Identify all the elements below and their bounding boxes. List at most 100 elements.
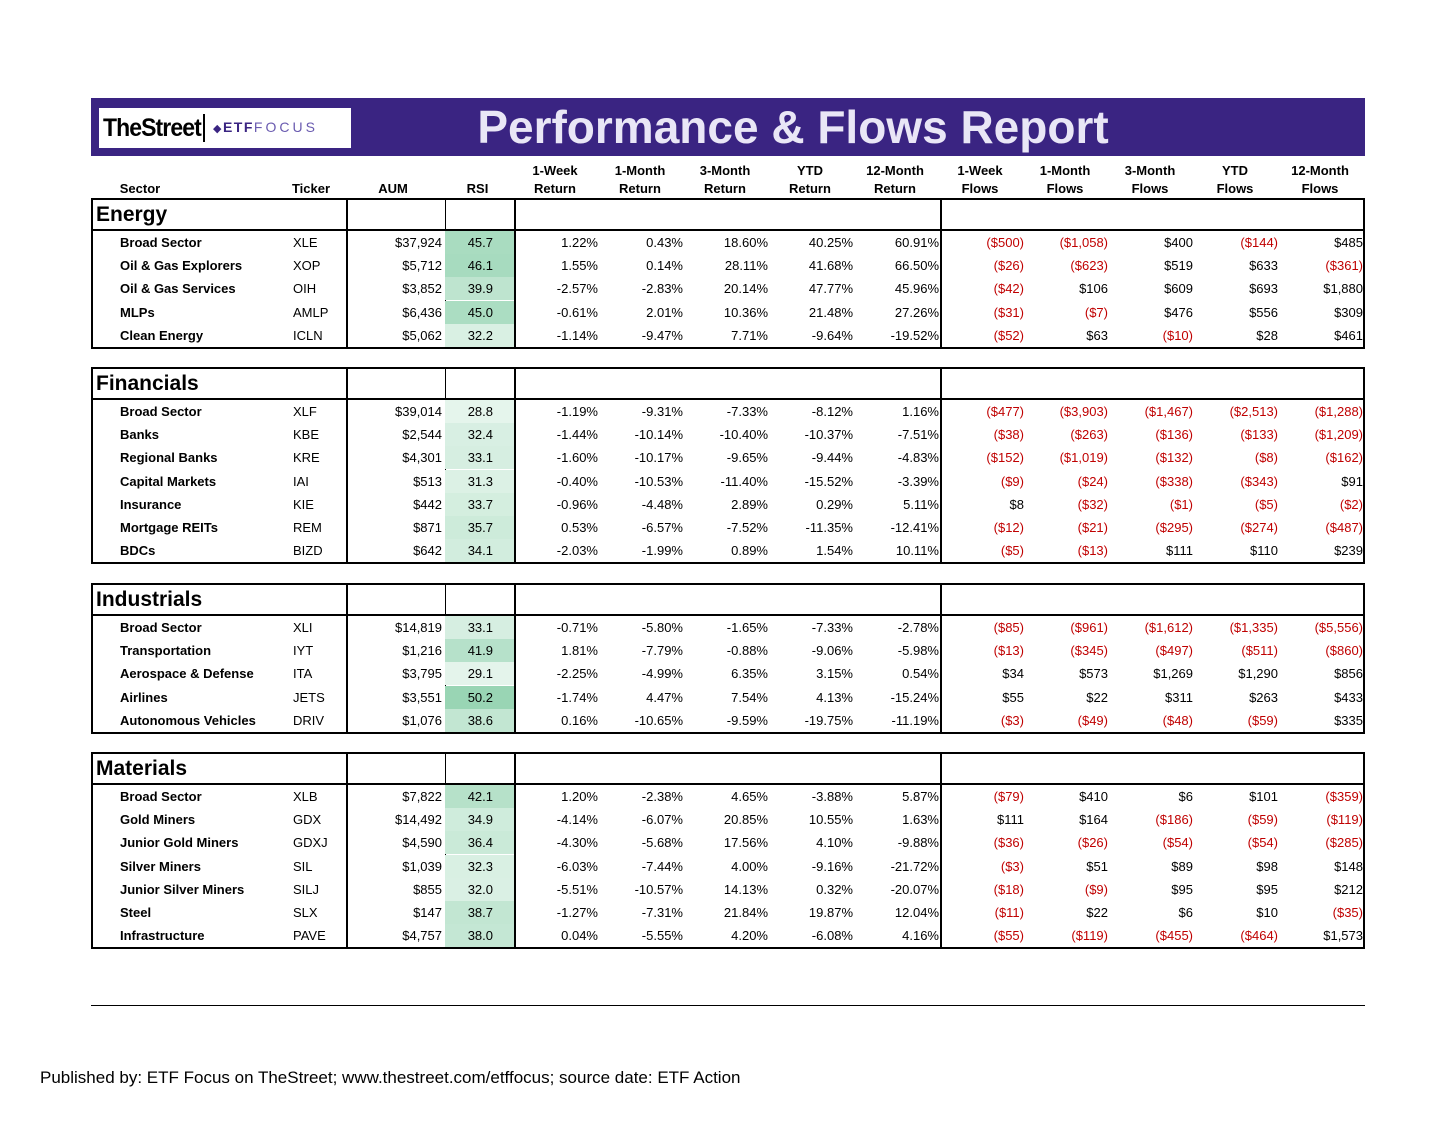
cell-flow: ($13) — [993, 643, 1024, 659]
section-title-row: Financials — [93, 369, 1363, 400]
cell-return: -1.74% — [556, 689, 598, 705]
cell-flow: ($285) — [1325, 835, 1363, 851]
cell-flow: ($1,335) — [1229, 620, 1278, 635]
table-row: Airlines JETS $3,551 50.2 -1.74% 4.47% 7.54% 4.… — [93, 685, 1363, 709]
cell-aum: $1,039 — [402, 858, 442, 874]
cell-return: -15.52% — [804, 473, 853, 489]
cell-flow: ($133) — [1240, 427, 1278, 443]
cell-return: -9.31% — [641, 404, 683, 419]
rsi-shading — [445, 254, 514, 278]
header-fytd-line: Flows — [1216, 181, 1254, 196]
cell-flow: ($48) — [1162, 712, 1193, 728]
cell-ticker: GDXJ — [293, 835, 328, 851]
cell-return: 4.00% — [731, 858, 768, 874]
table-row: Broad Sector XLB $7,822 42.1 1.20% -2.38% 4.65… — [93, 785, 1363, 808]
cell-flow: $6 — [1178, 905, 1193, 920]
header-fytd: YTD Flows — [1195, 160, 1275, 198]
cell-flow: ($24) — [1077, 473, 1108, 489]
rsi-shading — [445, 924, 514, 948]
cell-flow: ($85) — [993, 620, 1024, 635]
cell-flow: ($1,288) — [1314, 404, 1363, 419]
cell-sector: Oil & Gas Services — [120, 281, 236, 297]
cell-sector: Regional Banks — [120, 450, 218, 466]
thestreet-logo: TheStreet — [103, 113, 202, 142]
cell-flow: ($464) — [1240, 928, 1278, 944]
cell-sector: Insurance — [120, 496, 182, 512]
cell-flow: $110 — [1250, 543, 1278, 559]
column-divider — [940, 754, 942, 948]
cell-flow: ($59) — [1247, 812, 1278, 828]
cell-rsi: 50.2 — [467, 689, 493, 705]
cell-flow: ($1,058) — [1059, 235, 1108, 250]
cell-ticker: XLI — [293, 620, 313, 635]
header-f3m: 3-Month Flows — [1110, 160, 1190, 198]
cell-aum: $5,062 — [402, 327, 442, 343]
cell-flow: $433 — [1334, 689, 1363, 705]
cell-return: -9.06% — [811, 643, 853, 659]
header-f1m: 1-Month Flows — [1025, 160, 1105, 198]
cell-rsi: 38.6 — [467, 712, 493, 728]
cell-return: 1.16% — [902, 404, 939, 419]
cell-sector: BDCs — [120, 543, 156, 559]
table-row: Autonomous Vehicles DRIV $1,076 38.6 0.16% -1… — [93, 708, 1363, 732]
section-title-row: Industrials — [93, 585, 1363, 616]
cell-rsi: 38.7 — [467, 905, 493, 920]
cell-aum: $4,757 — [402, 928, 442, 944]
table-row: Junior Silver Miners SILJ $855 32.0 -5.51% -1… — [93, 877, 1363, 901]
table-row: Silver Miners SIL $1,039 32.3 -6.03% -7.44% 4.… — [93, 854, 1363, 878]
cell-aum: $3,852 — [402, 281, 442, 297]
cell-flow: ($18) — [993, 881, 1024, 897]
cell-flow: ($35) — [1332, 905, 1363, 920]
cell-ticker: KIE — [293, 496, 314, 512]
cell-sector: Broad Sector — [120, 620, 202, 635]
cell-return: 47.77% — [808, 281, 853, 297]
cell-flow: ($2,513) — [1229, 404, 1278, 419]
cell-return: -4.83% — [897, 450, 939, 466]
table-row: Oil & Gas Services OIH $3,852 39.9 -2.57% -2.… — [93, 277, 1363, 301]
rsi-shading — [445, 492, 514, 516]
header-r1m: 1-Month Return — [600, 160, 680, 198]
cell-rsi: 46.1 — [467, 258, 493, 274]
section-materials: Materials Broad Sector XLB $7,822 42.1 1.20% -… — [91, 752, 1365, 950]
cell-flow: $556 — [1249, 304, 1278, 320]
cell-return: 0.89% — [731, 543, 768, 559]
cell-flow: ($55) — [993, 928, 1024, 944]
cell-aum: $2,544 — [402, 427, 442, 443]
table-row: Regional Banks KRE $4,301 33.1 -1.60% -10.17%… — [93, 446, 1363, 470]
cell-flow: ($274) — [1240, 520, 1278, 535]
cell-sector: Silver Miners — [120, 858, 201, 874]
header-rsi-line: RSI — [466, 181, 489, 196]
cell-flow: $89 — [1171, 858, 1193, 874]
cell-return: 0.54% — [902, 666, 939, 682]
cell-flow: ($11) — [994, 905, 1024, 920]
cell-return: -10.57% — [634, 881, 683, 897]
cell-flow: ($5,556) — [1314, 620, 1363, 635]
cell-flow: ($1,612) — [1144, 620, 1193, 635]
cell-flow: ($31) — [993, 304, 1024, 320]
rsi-shading — [445, 516, 514, 539]
cell-return: -21.72% — [890, 858, 939, 874]
cell-return: 10.36% — [723, 304, 768, 320]
cell-aum: $855 — [413, 881, 442, 897]
header-r1m-line: Return — [619, 181, 661, 196]
header-f12m-line: 12-Month — [1291, 163, 1349, 178]
cell-sector: Transportation — [120, 643, 212, 659]
footer-note: Published by: ETF Focus on TheStreet; ww… — [40, 1068, 741, 1087]
rsi-shading — [445, 662, 514, 686]
rsi-shading — [445, 901, 514, 924]
cell-return: 0.14% — [646, 258, 683, 274]
cell-return: 1.22% — [561, 235, 598, 250]
cell-return: -4.48% — [641, 496, 683, 512]
cell-flow: $28 — [1256, 327, 1278, 343]
cell-flow: ($21) — [1077, 520, 1108, 535]
logo-divider — [203, 114, 205, 142]
cell-ticker: SLX — [293, 905, 318, 920]
cell-return: -7.31% — [641, 905, 683, 920]
cell-rsi: 29.1 — [467, 666, 493, 682]
cell-sector: Banks — [120, 427, 160, 443]
cell-flow: ($3) — [1000, 858, 1024, 874]
report-banner: TheStreet ◆ETFFOCUS Performance & Flows … — [91, 98, 1365, 156]
cell-return: -2.83% — [641, 281, 683, 297]
cell-flow: $309 — [1334, 304, 1363, 320]
header-f1m-line: Flows — [1046, 181, 1084, 196]
